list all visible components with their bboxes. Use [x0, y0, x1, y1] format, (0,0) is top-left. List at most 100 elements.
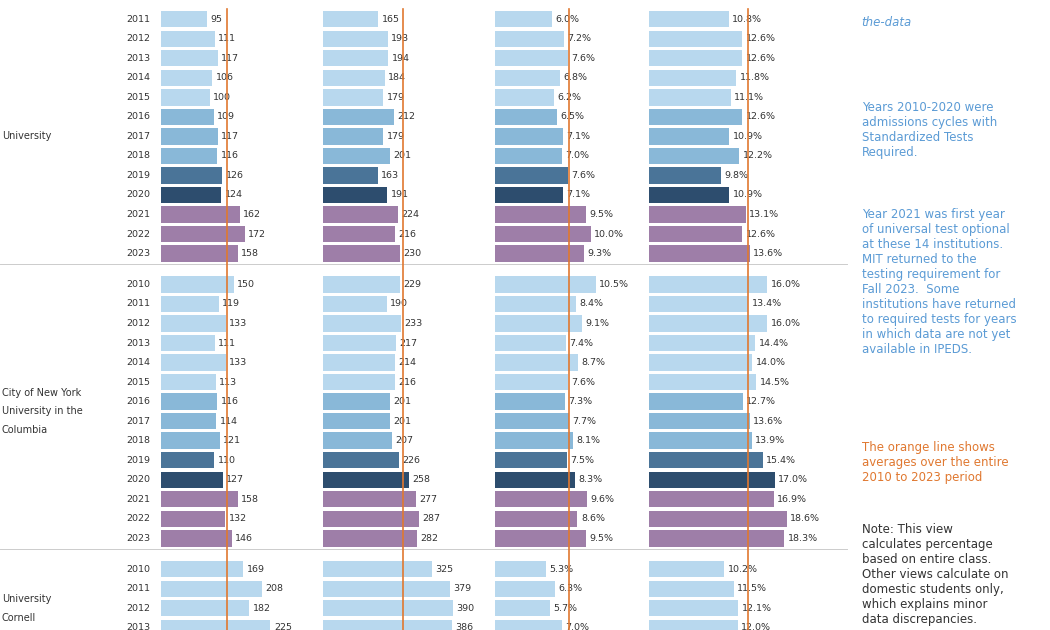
- Text: 150: 150: [237, 280, 255, 289]
- Bar: [495, 108, 558, 125]
- Text: 106: 106: [216, 73, 234, 83]
- Bar: [495, 50, 568, 67]
- Bar: [495, 413, 569, 430]
- Text: 7.2%: 7.2%: [567, 34, 591, 43]
- Text: 2016: 2016: [127, 112, 150, 122]
- Bar: [495, 276, 595, 293]
- Text: 95: 95: [211, 14, 223, 24]
- Bar: [161, 471, 223, 488]
- Bar: [495, 354, 579, 371]
- Text: 2021: 2021: [127, 210, 150, 219]
- Text: 12.6%: 12.6%: [746, 34, 776, 43]
- Bar: [649, 354, 753, 371]
- Bar: [161, 452, 214, 469]
- Text: 113: 113: [219, 377, 237, 387]
- Bar: [161, 600, 250, 617]
- Text: 116: 116: [220, 151, 238, 161]
- Bar: [649, 226, 742, 243]
- Bar: [161, 510, 225, 527]
- Text: 10.5%: 10.5%: [600, 280, 629, 289]
- Text: 2013: 2013: [127, 338, 151, 348]
- Bar: [495, 510, 578, 527]
- Bar: [495, 471, 574, 488]
- Text: 121: 121: [224, 436, 242, 445]
- Text: 11.5%: 11.5%: [737, 584, 768, 593]
- Bar: [161, 108, 214, 125]
- Text: 12.6%: 12.6%: [746, 229, 776, 239]
- Bar: [323, 30, 387, 47]
- Bar: [495, 295, 575, 312]
- Bar: [161, 413, 216, 430]
- Bar: [649, 11, 729, 28]
- Bar: [161, 50, 217, 67]
- Text: 2019: 2019: [127, 455, 150, 465]
- Text: 258: 258: [413, 475, 430, 484]
- Text: University: University: [2, 594, 51, 604]
- Text: Cornell: Cornell: [2, 612, 36, 622]
- Text: 146: 146: [235, 534, 253, 543]
- Bar: [649, 50, 742, 67]
- Bar: [323, 413, 391, 430]
- Bar: [161, 315, 226, 332]
- Bar: [495, 393, 565, 410]
- Text: 229: 229: [403, 280, 421, 289]
- Text: 2010: 2010: [127, 564, 150, 574]
- Text: 124: 124: [225, 190, 243, 200]
- Text: 2020: 2020: [127, 475, 150, 484]
- Text: 10.9%: 10.9%: [733, 190, 763, 200]
- Text: 2017: 2017: [127, 416, 150, 426]
- Text: 226: 226: [402, 455, 420, 465]
- Text: 6.5%: 6.5%: [561, 112, 585, 122]
- Text: 13.6%: 13.6%: [753, 416, 783, 426]
- Bar: [161, 128, 217, 145]
- Text: 208: 208: [266, 584, 284, 593]
- Bar: [161, 11, 207, 28]
- Bar: [323, 245, 400, 262]
- Bar: [161, 276, 234, 293]
- Bar: [495, 11, 552, 28]
- Text: City of New York: City of New York: [2, 388, 81, 398]
- Bar: [649, 561, 724, 578]
- Bar: [323, 600, 454, 617]
- Text: 126: 126: [226, 171, 244, 180]
- Text: 2010: 2010: [127, 280, 150, 289]
- Bar: [323, 226, 396, 243]
- Text: 2013: 2013: [127, 54, 151, 63]
- Text: 2018: 2018: [127, 436, 150, 445]
- Text: 6.0%: 6.0%: [555, 14, 580, 24]
- Bar: [495, 186, 563, 203]
- Text: 2014: 2014: [127, 358, 150, 367]
- Bar: [649, 432, 752, 449]
- Bar: [323, 69, 384, 86]
- Bar: [323, 374, 396, 391]
- Text: 214: 214: [398, 358, 416, 367]
- Text: 7.0%: 7.0%: [566, 623, 589, 630]
- Bar: [649, 619, 738, 630]
- Text: 117: 117: [222, 132, 239, 141]
- Bar: [161, 335, 215, 352]
- Text: 5.7%: 5.7%: [553, 604, 576, 613]
- Bar: [161, 69, 212, 86]
- Text: Columbia: Columbia: [2, 425, 48, 435]
- Text: 8.4%: 8.4%: [579, 299, 603, 309]
- Text: 12.6%: 12.6%: [746, 112, 776, 122]
- Text: 7.1%: 7.1%: [566, 190, 590, 200]
- Text: 14.5%: 14.5%: [759, 377, 790, 387]
- Bar: [649, 510, 786, 527]
- Text: 2013: 2013: [127, 623, 151, 630]
- Bar: [495, 245, 584, 262]
- Text: 225: 225: [274, 623, 292, 630]
- Bar: [649, 530, 784, 547]
- Text: 9.5%: 9.5%: [590, 534, 613, 543]
- Text: 100: 100: [213, 93, 231, 102]
- Bar: [323, 276, 400, 293]
- Bar: [161, 245, 237, 262]
- Text: 8.1%: 8.1%: [576, 436, 601, 445]
- Bar: [649, 186, 730, 203]
- Bar: [323, 561, 432, 578]
- Bar: [495, 530, 586, 547]
- Text: 2020: 2020: [127, 190, 150, 200]
- Text: 6.3%: 6.3%: [559, 584, 583, 593]
- Text: 282: 282: [421, 534, 439, 543]
- Text: 184: 184: [388, 73, 406, 83]
